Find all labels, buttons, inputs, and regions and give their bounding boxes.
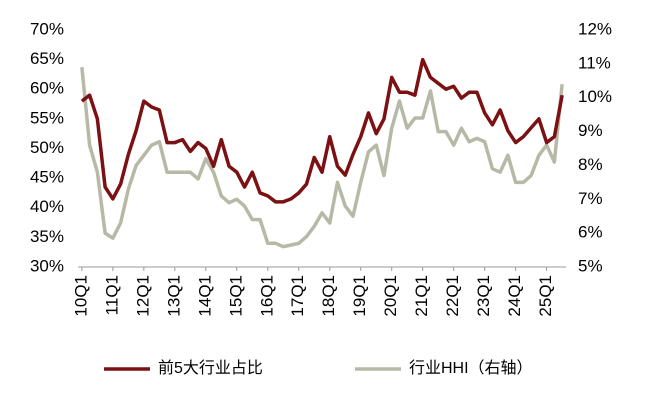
y-tick-label: 70% bbox=[30, 19, 64, 38]
x-tick-label: 14Q1 bbox=[195, 275, 214, 317]
y2-tick-label: 12% bbox=[578, 19, 612, 38]
y-tick-label: 60% bbox=[30, 79, 64, 98]
x-tick-label: 10Q1 bbox=[71, 275, 90, 317]
y-tick-label: 65% bbox=[30, 49, 64, 68]
x-tick-label: 13Q1 bbox=[164, 275, 183, 317]
x-tick-label: 20Q1 bbox=[381, 275, 400, 317]
x-tick-label: 22Q1 bbox=[443, 275, 462, 317]
series-line bbox=[80, 67, 564, 249]
y2-tick-label: 7% bbox=[578, 189, 603, 208]
y-tick-label: 55% bbox=[30, 108, 64, 127]
y2-tick-label: 10% bbox=[578, 87, 612, 106]
legend-label: 前5大行业占比 bbox=[158, 359, 263, 377]
legend-label: 行业HHI（右轴） bbox=[409, 359, 533, 377]
y2-tick-label: 11% bbox=[578, 53, 611, 72]
x-tick-label: 24Q1 bbox=[505, 275, 524, 317]
y-tick-label: 40% bbox=[30, 197, 64, 216]
x-tick-label: 16Q1 bbox=[257, 275, 276, 317]
y-tick-label: 30% bbox=[30, 256, 64, 275]
y-tick-label: 35% bbox=[30, 227, 64, 246]
y2-tick-label: 9% bbox=[578, 121, 603, 140]
x-tick-label: 19Q1 bbox=[350, 275, 369, 317]
x-tick-label: 11Q1 bbox=[102, 275, 121, 315]
y2-tick-label: 5% bbox=[578, 256, 603, 275]
x-tick-label: 12Q1 bbox=[133, 275, 152, 317]
series-line bbox=[80, 57, 564, 204]
y-tick-label: 45% bbox=[30, 168, 64, 187]
x-tick-label: 18Q1 bbox=[319, 275, 338, 317]
x-tick-label: 17Q1 bbox=[288, 275, 307, 317]
y2-tick-label: 8% bbox=[578, 155, 603, 174]
x-tick-label: 21Q1 bbox=[412, 275, 431, 317]
x-tick-label: 23Q1 bbox=[474, 275, 493, 317]
x-tick-label: 15Q1 bbox=[226, 275, 245, 317]
y2-tick-label: 6% bbox=[578, 223, 603, 242]
x-tick-label: 25Q1 bbox=[536, 275, 555, 317]
y-tick-label: 50% bbox=[30, 138, 64, 157]
